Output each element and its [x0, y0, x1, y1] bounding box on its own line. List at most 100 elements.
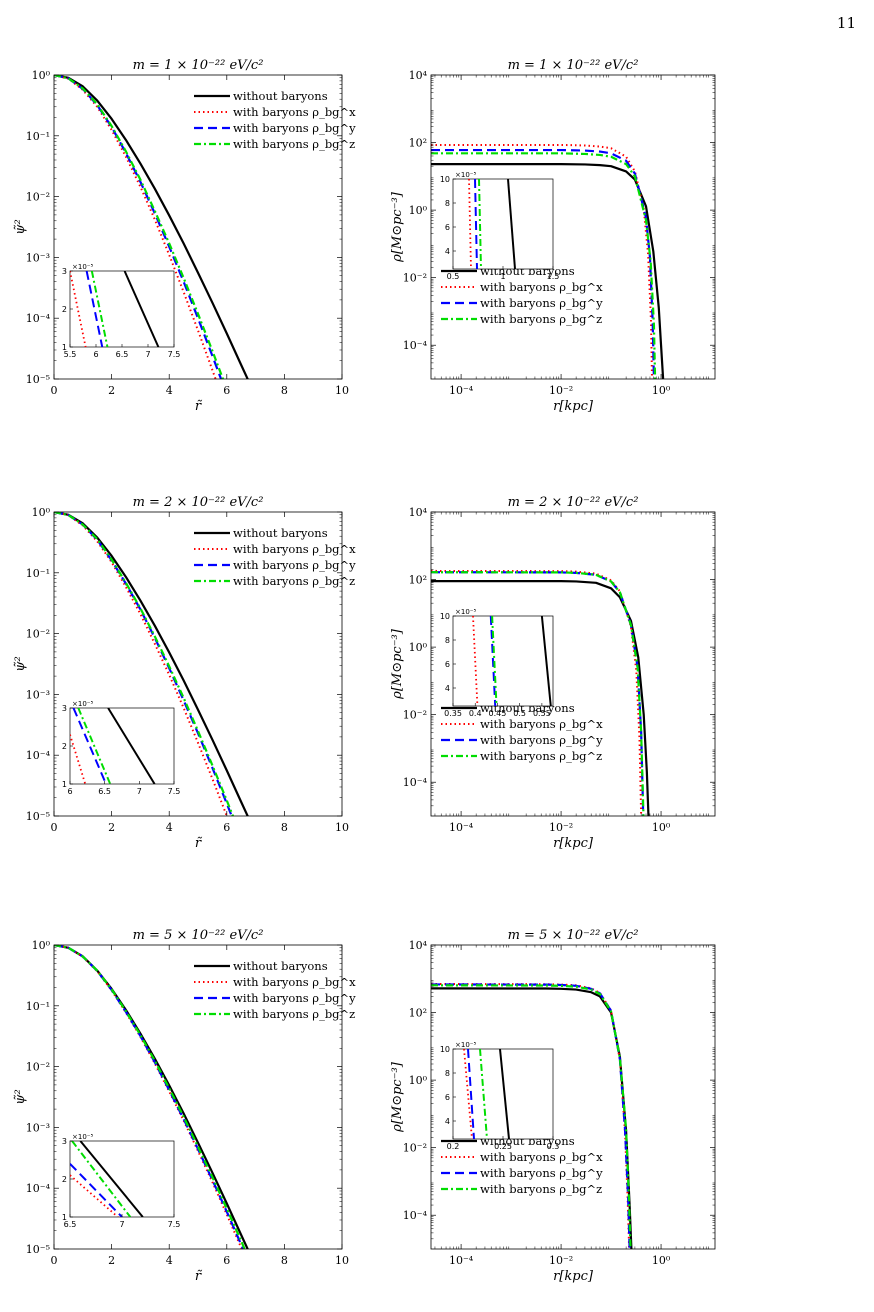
y-tick-label: 10⁻³	[26, 1121, 50, 1134]
inset-frame	[69, 270, 175, 348]
y-tick-label: 10²	[409, 1007, 427, 1020]
inset-line-x	[472, 616, 479, 706]
x-tick-label: 4	[166, 384, 173, 397]
x-axis-label: r[kpc]	[553, 836, 594, 851]
y-tick-label: 10⁰	[409, 204, 428, 217]
inset-x-tick-label: 1.5	[547, 272, 560, 281]
y-axis-label: ρ[M⊙pc⁻³]	[390, 191, 405, 263]
chart-panel-3: 0 2 4 6 8 10 10⁻⁵ 10⁻⁴ 10⁻³ 10⁻² 10⁻¹ 10⁰ m = 2 × 10…	[13, 495, 356, 851]
y-tick-label: 10⁻²	[26, 628, 50, 641]
inset-x-tick-label: 7	[119, 1220, 124, 1229]
legend-label-x: with baryons ρ_bg^x	[480, 1150, 603, 1164]
x-tick-label: 2	[108, 384, 115, 397]
inset-y-tick-label: 6	[445, 223, 450, 232]
y-tick-label: 10⁻⁵	[26, 1243, 50, 1256]
series-line-x	[431, 569, 643, 816]
inset-line-without	[107, 708, 156, 784]
series-line-y	[431, 571, 645, 816]
inset-x-tick-label: 6.5	[116, 350, 129, 359]
series-group	[54, 75, 249, 379]
y-tick-label: 10⁰	[32, 506, 51, 519]
inset-y-tick-label: 3	[62, 1137, 67, 1146]
inset-y-tick-label: 3	[62, 267, 67, 276]
series-line-x	[54, 945, 243, 1249]
x-tick-label: 10⁻²	[549, 821, 573, 834]
inset-multiplier: ×10⁻⁵	[455, 1041, 476, 1049]
inset-line-y	[85, 271, 104, 347]
inset-line-without	[123, 271, 160, 347]
y-tick-label: 10²	[409, 137, 427, 150]
plot-frame	[430, 74, 716, 380]
inset-y-tick-label: 10	[440, 175, 450, 184]
inset-x-tick-label: 0.5	[447, 272, 460, 281]
inset-x-tick-label: 6	[67, 787, 72, 796]
chart-title: m = 1 × 10⁻²² eV/c²	[133, 58, 264, 73]
legend-label-y: with baryons ρ_bg^y	[233, 558, 356, 572]
inset-series-group	[468, 179, 516, 269]
series-line-z	[431, 571, 645, 816]
x-tick-label: 10⁻⁴	[449, 821, 474, 834]
inset-series-group	[463, 1049, 510, 1139]
series-group	[431, 569, 650, 816]
chart-panel-4: 10⁻⁴ 10⁻² 10⁰ 10⁻⁴ 10⁻² 10⁰ 10² 10⁴ m = 2 × 10⁻²…	[390, 495, 716, 851]
inset-frame	[69, 707, 175, 785]
y-tick-label: 10⁻²	[403, 1142, 427, 1155]
series-line-z	[431, 152, 657, 379]
series-line-without	[431, 163, 665, 379]
inset-frame	[452, 615, 554, 707]
series-line-y	[54, 945, 245, 1249]
legend-label-without: without baryons	[233, 526, 328, 540]
inset-line-without	[507, 179, 516, 269]
y-tick-label: 10⁴	[409, 69, 428, 82]
inset-x-tick-label: 0.35	[444, 709, 462, 718]
inset-x-tick-label: 0.3	[547, 1142, 560, 1151]
x-tick-label: 8	[281, 384, 288, 397]
plot-frame	[53, 74, 343, 380]
inset-x-tick-label: 7	[145, 350, 150, 359]
x-tick-label: 10⁰	[652, 1254, 671, 1267]
inset-x-tick-label: 6.5	[98, 787, 111, 796]
series-group	[431, 983, 633, 1249]
inset-x-tick-label: 7.5	[168, 787, 181, 796]
legend-label-z: with baryons ρ_bg^z	[480, 1182, 602, 1196]
inset-line-y	[70, 1163, 123, 1217]
x-tick-label: 2	[108, 821, 115, 834]
inset-plot: 5.5 6 6.5 7 7.5 1 2 3 ×10⁻⁵	[62, 263, 180, 359]
x-tick-label: 10	[335, 1254, 349, 1267]
chart-title: m = 5 × 10⁻²² eV/c²	[508, 928, 639, 943]
x-tick-label: 6	[223, 384, 230, 397]
chart-title: m = 2 × 10⁻²² eV/c²	[133, 495, 264, 510]
legend-label-without: without baryons	[233, 959, 328, 973]
chart-title: m = 1 × 10⁻²² eV/c²	[508, 58, 639, 73]
inset-y-tick-label: 3	[62, 704, 67, 713]
x-tick-label: 10	[335, 384, 349, 397]
series-line-without	[431, 579, 650, 816]
y-axis-label: ψ̃²	[13, 1089, 28, 1104]
x-tick-label: 8	[281, 1254, 288, 1267]
inset-line-y	[467, 1049, 475, 1139]
x-tick-label: 10⁰	[652, 821, 671, 834]
inset-line-z	[77, 708, 112, 784]
inset-series-group	[70, 708, 156, 784]
series-line-z	[54, 512, 235, 816]
x-tick-label: 8	[281, 821, 288, 834]
inset-x-tick-label: 0.55	[533, 709, 551, 718]
x-tick-label: 0	[51, 384, 58, 397]
inset-multiplier: ×10⁻⁵	[455, 608, 476, 616]
y-tick-label: 10⁰	[32, 69, 51, 82]
y-tick-label: 10⁻³	[26, 251, 50, 264]
inset-frame	[69, 1140, 175, 1218]
y-axis-label: ψ̃²	[13, 656, 28, 671]
inset-line-z	[478, 179, 482, 269]
legend-label-y: with baryons ρ_bg^y	[233, 991, 356, 1005]
y-tick-label: 10⁻¹	[26, 1000, 50, 1013]
legend-label-z: with baryons ρ_bg^z	[233, 137, 355, 151]
inset-plot: 0.2 0.25 0.3 4 6 8 10 ×10⁻⁵	[440, 1041, 560, 1151]
series-line-y	[54, 512, 233, 816]
plot-frame	[53, 944, 343, 1250]
series-group	[54, 945, 249, 1249]
inset-line-x	[463, 1049, 473, 1139]
